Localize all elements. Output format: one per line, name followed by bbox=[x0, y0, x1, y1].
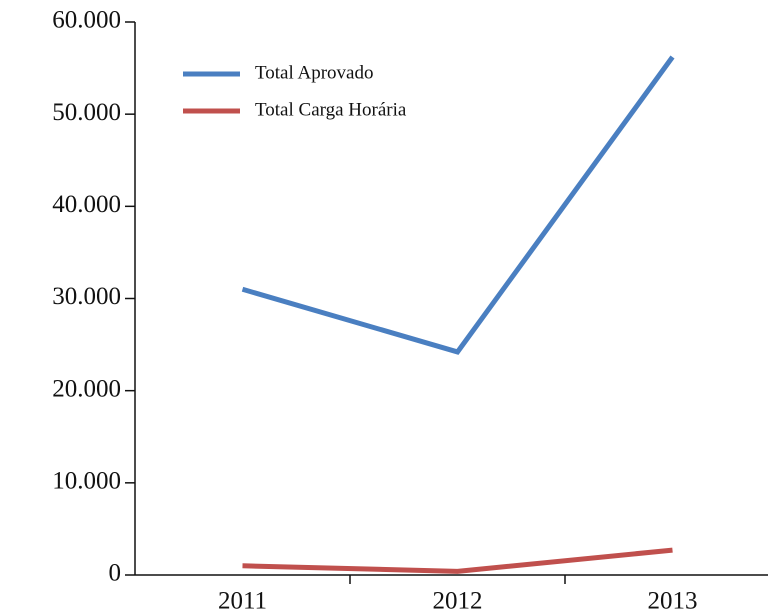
y-tick-label: 40.000 bbox=[52, 191, 121, 218]
series-line bbox=[242, 547, 673, 574]
x-tick-label: 2011 bbox=[218, 588, 267, 615]
legend-label: Total Carga Horária bbox=[255, 99, 407, 120]
y-tick-label: 60.000 bbox=[52, 7, 121, 34]
x-tick-label: 2013 bbox=[648, 588, 698, 615]
series-line bbox=[241, 55, 675, 355]
y-tick-label: 30.000 bbox=[52, 283, 121, 310]
y-tick-label: 20.000 bbox=[52, 375, 121, 402]
legend-label: Total Aprovado bbox=[255, 62, 373, 83]
y-tick-label: 50.000 bbox=[52, 99, 121, 126]
y-tick-label: 0 bbox=[109, 560, 122, 587]
y-tick-label: 10.000 bbox=[52, 468, 121, 495]
x-tick-label: 2012 bbox=[433, 588, 483, 615]
